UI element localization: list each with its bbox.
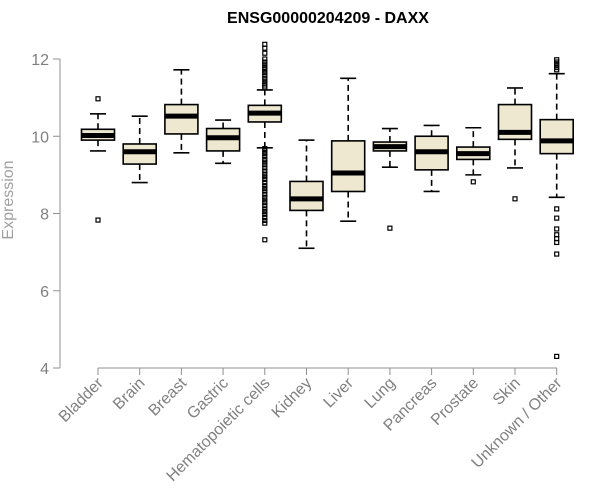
outlier-point [262,148,268,154]
outlier-point [554,353,560,360]
outlier-point [262,153,268,159]
outlier-point [262,45,268,51]
box-brain [122,115,157,184]
outlier-point [512,196,518,202]
outlier-point [262,85,268,91]
box-gastric [205,119,241,165]
outlier-point [262,194,268,200]
chart-title: ENSG00000204209 - DAXX [227,10,429,27]
outlier-point [262,176,268,183]
outlier-point [262,72,268,78]
x-tick-label: Brain [110,375,148,413]
y-ticks: 4 6 8 10 12 [31,52,60,378]
outlier-point [262,159,268,165]
y-tick-label: 12 [31,52,49,69]
box-prostate [455,126,491,185]
outlier-point [554,251,560,257]
outlier-point [262,171,268,177]
outlier-point [262,197,268,203]
outlier-point [262,69,268,76]
box-pancreas [414,124,449,193]
outlier-point [262,237,268,243]
y-axis-label: Expression [0,160,17,239]
outlier-point [387,225,393,231]
outlier-point [554,226,560,232]
outlier-point [262,151,268,157]
iqr-box [289,180,324,212]
outlier-point [262,208,268,215]
outlier-point [554,59,560,65]
outlier-point [262,185,268,191]
outlier-point [262,214,268,220]
outlier-point [554,215,560,221]
outlier-point [554,62,560,68]
outlier-point [262,183,268,189]
y-tick-label: 10 [31,129,49,146]
outlier-point [262,56,268,62]
outlier-point [262,75,268,81]
outlier-point [95,217,101,223]
box-kidney [289,139,324,250]
outlier-point [262,200,268,206]
outlier-point [262,206,268,212]
outlier-point [262,211,268,217]
outlier-point [554,206,560,212]
box-unknown-other [539,57,575,360]
y-tick-label: 8 [40,207,49,224]
boxes [80,41,575,360]
iqr-box [164,103,199,135]
outlier-point [262,67,268,73]
box-liver [330,77,366,223]
x-tick-label: Lung [362,375,399,412]
x-tick-label: Liver [320,374,357,411]
x-tick-label: Breast [146,374,191,419]
box-lung [372,127,408,231]
outlier-point [262,165,268,171]
outlier-point [262,50,268,56]
box-skin [497,87,533,202]
x-tick-label: Skin [490,375,524,409]
box-hematopoietic-cells [247,41,283,243]
outlier-point [262,203,268,209]
outlier-point [262,156,268,163]
outlier-point [95,96,101,102]
iqr-box [539,118,575,155]
outlier-point [262,220,268,226]
iqr-box [330,140,366,193]
outlier-point [262,168,268,174]
outlier-point [262,188,268,194]
x-tick-label: Bladder [56,374,107,425]
outlier-point [262,217,268,224]
y-tick-label: 6 [40,284,49,301]
outlier-point [262,191,268,197]
outlier-point [262,78,268,84]
outlier-point [554,67,560,73]
box-breast [164,69,199,154]
box-bladder [80,96,116,223]
outlier-point [470,179,476,185]
y-tick-label: 4 [40,361,49,378]
outlier-point [262,174,268,180]
outlier-point [262,180,268,186]
outlier-point [262,162,268,168]
outlier-point [554,239,560,246]
outlier-point [262,62,268,68]
x-tick-label: Kidney [269,375,316,422]
outlier-point [262,59,268,65]
